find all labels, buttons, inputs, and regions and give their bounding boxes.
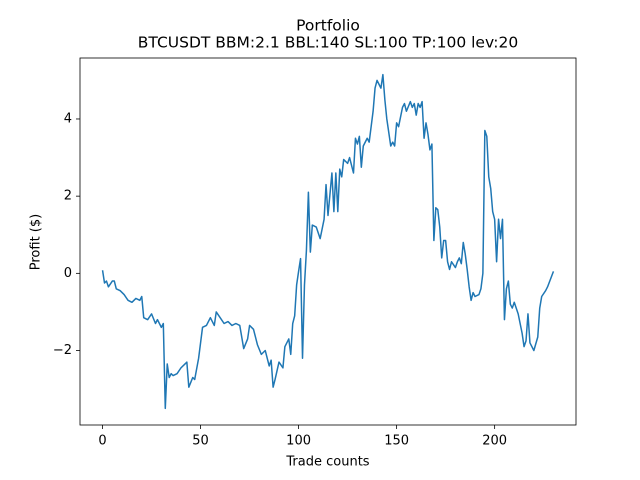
x-tick-label: 50	[192, 434, 209, 449]
x-tick-label: 100	[286, 434, 311, 449]
plot-frame	[79, 57, 577, 426]
y-tick-label: 0	[64, 266, 72, 281]
x-tick-label: 150	[384, 434, 409, 449]
y-tick-label: −2	[53, 343, 72, 358]
x-tick-label: 200	[482, 434, 507, 449]
data-line	[101, 73, 555, 410]
chart-title: Portfolio	[296, 17, 360, 35]
y-tick-label: 4	[64, 111, 72, 126]
chart-subtitle: BTCUSDT BBM:2.1 BBL:140 SL:100 TP:100 le…	[138, 34, 518, 52]
x-tick-label: 0	[98, 434, 106, 449]
y-axis-label: Profit ($)	[29, 214, 44, 270]
y-tick-label: 2	[64, 189, 72, 204]
x-axis-label: Trade counts	[285, 455, 369, 470]
